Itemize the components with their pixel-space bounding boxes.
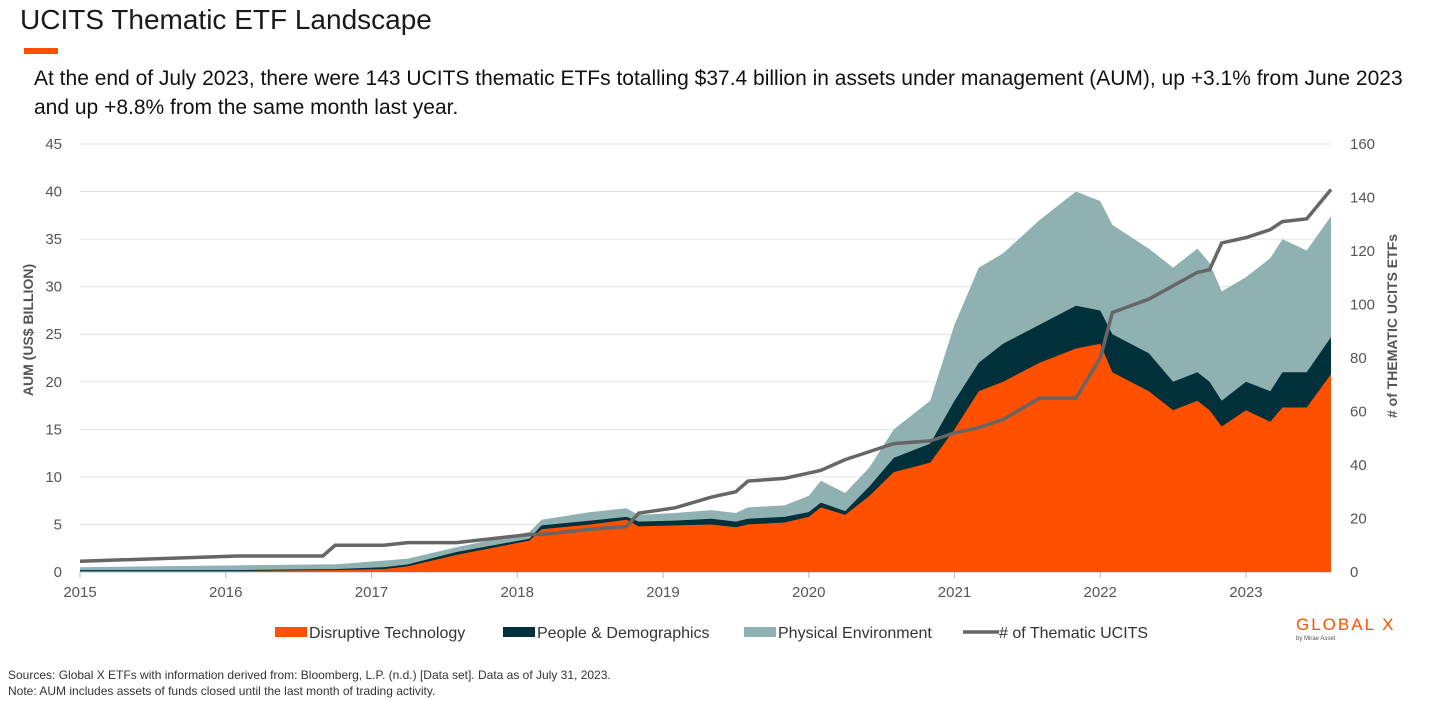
title-accent-bar bbox=[24, 48, 58, 54]
x-tick-label: 2016 bbox=[209, 584, 242, 601]
y2-axis-label: # of THEMATIC UCITS ETFs bbox=[1384, 234, 1400, 418]
x-tick-label: 2019 bbox=[646, 584, 679, 601]
y2-tick-label: 40 bbox=[1350, 457, 1367, 474]
note-text: Note: AUM includes assets of funds close… bbox=[8, 684, 436, 698]
x-tick-label: 2020 bbox=[792, 584, 825, 601]
y-axis-label: AUM (US$ BILLION) bbox=[20, 264, 36, 396]
x-tick-label: 2022 bbox=[1084, 584, 1117, 601]
sources-text: Sources: Global X ETFs with information … bbox=[8, 668, 611, 682]
y-tick-label: 5 bbox=[54, 516, 62, 533]
y-tick-label: 25 bbox=[45, 326, 62, 343]
count-line bbox=[79, 188, 1333, 564]
x-tick-label: 2018 bbox=[501, 584, 534, 601]
y-tick-label: 30 bbox=[45, 279, 62, 296]
legend-label: People & Demographics bbox=[537, 625, 710, 642]
legend-swatch bbox=[744, 627, 776, 637]
y-tick-label: 0 bbox=[54, 564, 62, 581]
y2-tick-label: 140 bbox=[1350, 190, 1375, 207]
x-tick-label: 2017 bbox=[355, 584, 388, 601]
y-tick-label: 45 bbox=[45, 136, 62, 153]
x-tick-label: 2023 bbox=[1229, 584, 1262, 601]
y2-tick-label: 60 bbox=[1350, 404, 1367, 421]
y2-tick-label: 0 bbox=[1350, 564, 1358, 581]
y-tick-label: 40 bbox=[45, 184, 62, 201]
y-tick-label: 20 bbox=[45, 374, 62, 391]
subtitle: At the end of July 2023, there were 143 … bbox=[34, 67, 1403, 119]
x-tick-label: 2015 bbox=[63, 584, 96, 601]
x-tick-label: 2021 bbox=[938, 584, 971, 601]
y2-tick-label: 100 bbox=[1350, 297, 1375, 314]
legend-swatch bbox=[503, 627, 535, 637]
y-tick-label: 15 bbox=[45, 421, 62, 438]
y2-tick-label: 160 bbox=[1350, 136, 1375, 153]
y-tick-label: 35 bbox=[45, 231, 62, 248]
y2-tick-label: 80 bbox=[1350, 350, 1367, 367]
page-title: UCITS Thematic ETF Landscape bbox=[20, 4, 432, 35]
y2-tick-label: 20 bbox=[1350, 511, 1367, 528]
legend-label: # of Thematic UCITS bbox=[999, 625, 1148, 642]
legend-swatch bbox=[275, 627, 307, 637]
y-tick-label: 10 bbox=[45, 469, 62, 486]
area-disruptive-technology bbox=[80, 343, 1331, 572]
legend-label: Disruptive Technology bbox=[309, 625, 465, 642]
y2-tick-label: 120 bbox=[1350, 243, 1375, 260]
legend-label: Physical Environment bbox=[778, 625, 932, 642]
